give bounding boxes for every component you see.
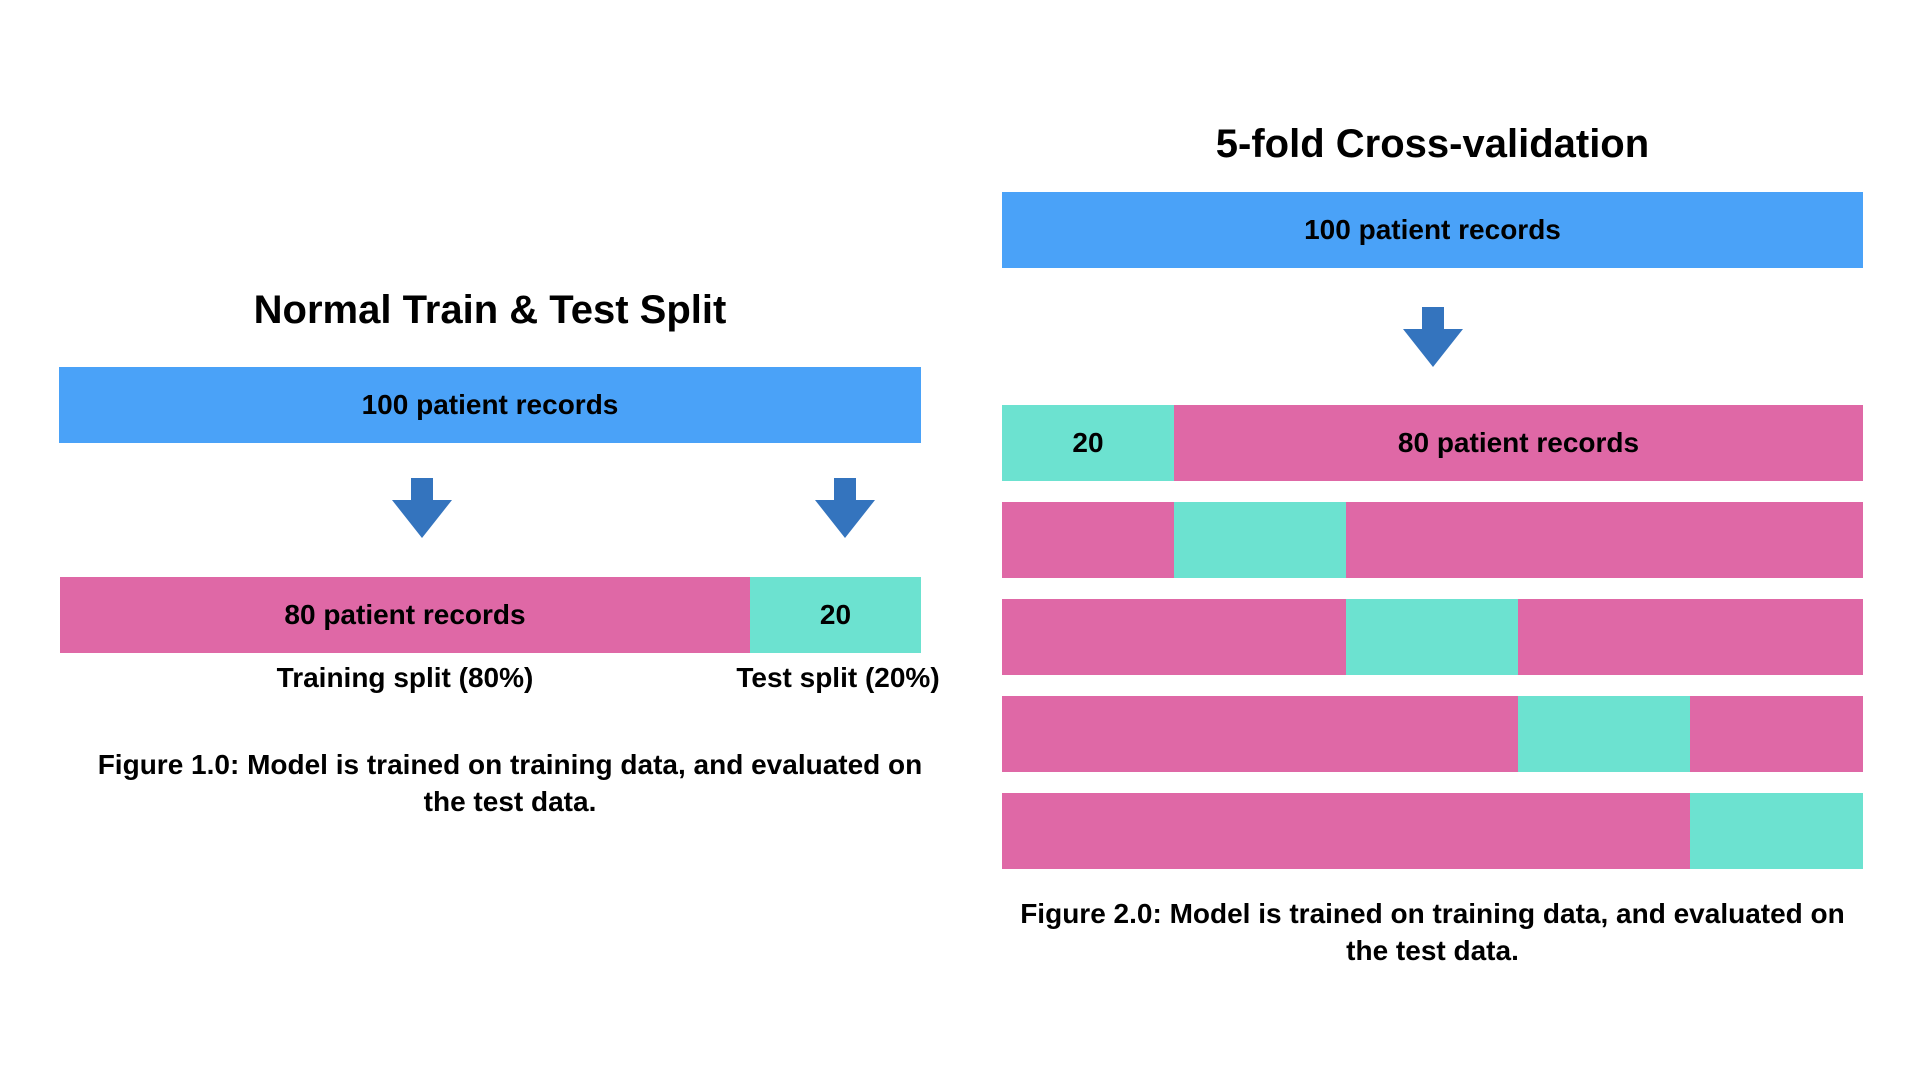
fold-1-train-segment: 80 patient records [1174,405,1863,481]
normal-test-label: 20 [819,599,852,630]
fold-row-5 [1002,793,1863,869]
normal-test-bar: 20 [750,577,921,653]
fold-2-train-segment-left [1002,502,1174,578]
fold-3-train-segment-right [1518,599,1863,675]
normal-total-label: 100 patient records [361,389,619,420]
cv-total-bar: 100 patient records [1002,192,1863,268]
fold-5-train-segment [1002,793,1690,869]
fold-3-test-segment [1346,599,1518,675]
fold-5-test-segment [1690,793,1863,869]
cross-validation-title: 5-fold Cross-validation [1215,122,1650,166]
test-split-caption: Test split (20%) [736,662,940,693]
figure-2-caption: Figure 2.0: Model is trained on training… [1020,898,1845,966]
fold-row-3 [1002,599,1863,675]
training-split-caption: Training split (80%) [276,662,534,693]
cv-total-label: 100 patient records [1304,214,1561,245]
fold-3-train-segment-left [1002,599,1346,675]
fold-1-test-label: 20 [1072,427,1104,458]
arrow-down-icon [392,478,452,538]
normal-total-bar: 100 patient records [59,367,921,443]
fold-2-train-segment-right [1346,502,1863,578]
fold-row-4 [1002,696,1863,772]
fold-4-test-segment [1518,696,1690,772]
fold-1-test-segment: 20 [1002,405,1174,481]
fold-row-2 [1002,502,1863,578]
fold-4-train-segment-left [1002,696,1518,772]
normal-train-bar: 80 patient records [60,577,750,653]
normal-train-label: 80 patient records [284,599,526,630]
fold-4-train-segment-right [1690,696,1863,772]
fold-row-1: 20 80 patient records [1002,405,1863,481]
fold-1-train-label: 80 patient records [1397,427,1640,458]
arrow-down-icon [815,478,875,538]
figure-1-caption: Figure 1.0: Model is trained on training… [97,749,923,817]
arrow-down-icon [1403,307,1463,367]
fold-2-test-segment [1174,502,1346,578]
normal-split-title: Normal Train & Test Split [253,288,727,332]
